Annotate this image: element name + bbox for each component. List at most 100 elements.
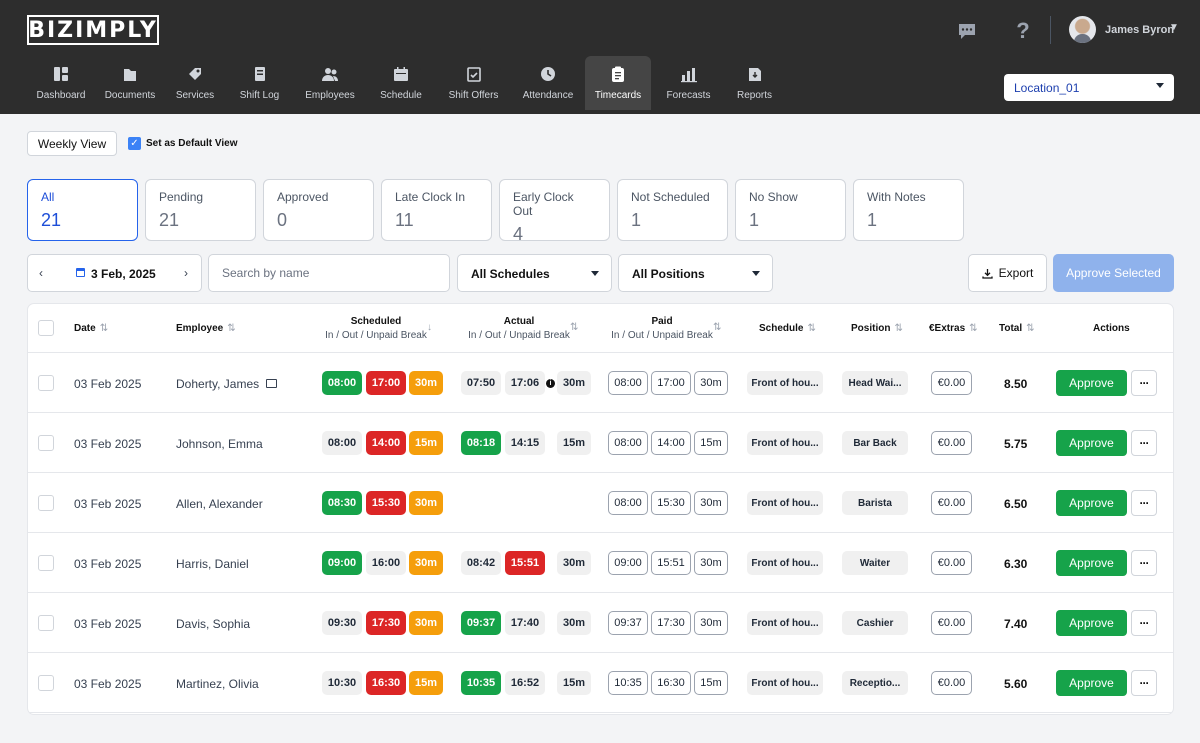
nav-item-label: Schedule [380, 90, 422, 101]
approve-button[interactable]: Approve [1056, 550, 1127, 576]
more-options-button[interactable]: ··· [1131, 430, 1157, 456]
status-card-early-clock-out[interactable]: Early Clock Out 4 [499, 179, 610, 244]
table-row[interactable]: 03 Feb 2025 Davis, Sophia 09:30 17:30 30m 09:… [28, 593, 1173, 653]
sort-down-icon[interactable]: ↓ [427, 322, 432, 333]
more-options-button[interactable]: ··· [1131, 670, 1157, 696]
more-options-button[interactable]: ··· [1131, 610, 1157, 636]
default-view-checkbox[interactable]: ✓ [128, 137, 141, 150]
status-card-all[interactable]: All 21 [27, 179, 138, 241]
actual-out: 16:52 [505, 671, 545, 695]
export-label: Export [998, 266, 1034, 280]
table-row[interactable]: 03 Feb 2025 Johnson, Emma 08:00 14:00 15m 08:… [28, 413, 1173, 473]
approve-selected-button[interactable]: Approve Selected [1053, 254, 1174, 292]
nav-item-timecards[interactable]: Timecards [585, 56, 651, 110]
approve-button[interactable]: Approve [1056, 370, 1127, 396]
header-scheduled[interactable]: Scheduled In / Out / Unpaid Break [325, 315, 427, 341]
total-hours: 5.75 [1004, 437, 1028, 451]
row-checkbox[interactable] [38, 555, 54, 571]
status-card-with-notes[interactable]: With Notes 1 [853, 179, 964, 241]
forecasts-icon [680, 68, 697, 83]
row-checkbox[interactable] [38, 675, 54, 691]
select-all-checkbox[interactable] [38, 320, 54, 336]
row-date: 03 Feb 2025 [74, 437, 142, 451]
status-card-label: Pending [159, 190, 204, 204]
nav-item-shift-log[interactable]: Shift Log [225, 56, 294, 110]
row-employee[interactable]: Doherty, James [176, 377, 260, 391]
help-icon[interactable]: ? [1016, 18, 1030, 43]
header-extras[interactable]: €Extras ⇅ [929, 322, 978, 334]
status-card-approved[interactable]: Approved 0 [263, 179, 374, 241]
nav-item-reports[interactable]: Reports [726, 56, 783, 110]
status-card-label: Approved [277, 190, 329, 204]
sort-icon[interactable]: ⇅ [570, 322, 579, 333]
more-options-button[interactable]: ··· [1131, 370, 1157, 396]
approve-button[interactable]: Approve [1056, 490, 1127, 516]
schedules-select[interactable]: All Schedules [457, 254, 612, 292]
date-picker[interactable]: ‹ 3 Feb, 2025 › [27, 254, 202, 292]
note-icon[interactable] [266, 379, 277, 388]
nav-item-forecasts[interactable]: Forecasts [651, 56, 726, 110]
nav-item-label: Attendance [522, 90, 574, 101]
status-card-count: 21 [159, 210, 180, 230]
scheduled-out: 17:30 [366, 611, 406, 635]
chevron-down-icon[interactable]: ▼ [1169, 22, 1179, 33]
approve-button[interactable]: Approve [1056, 610, 1127, 636]
header-position[interactable]: Position ⇅ [851, 322, 903, 334]
info-icon[interactable]: i [546, 379, 555, 388]
bizimply-logo[interactable]: BIZIMPLY [27, 15, 159, 45]
status-card-count: 1 [631, 210, 642, 230]
user-name[interactable]: James Byron [1105, 24, 1175, 36]
approve-button[interactable]: Approve [1056, 430, 1127, 456]
status-card-no-show[interactable]: No Show 1 [735, 179, 846, 241]
nav-item-documents[interactable]: Documents [95, 56, 165, 110]
actual-break: 15m [557, 431, 591, 455]
table-row[interactable]: 03 Feb 2025 Harris, Daniel 09:00 16:00 30m 08… [28, 533, 1173, 593]
more-options-button[interactable]: ··· [1131, 550, 1157, 576]
row-checkbox[interactable] [38, 615, 54, 631]
header-total[interactable]: Total ⇅ [999, 322, 1035, 334]
row-employee[interactable]: Johnson, Emma [176, 437, 263, 451]
export-button[interactable]: Export [968, 254, 1047, 292]
avatar[interactable] [1069, 16, 1096, 43]
row-employee[interactable]: Allen, Alexander [176, 497, 263, 511]
nav-item-employees[interactable]: Employees [294, 56, 366, 110]
search-input[interactable] [208, 254, 450, 292]
table-row[interactable]: 03 Feb 2025 Doherty, James 08:00 17:00 30m 07… [28, 353, 1173, 413]
nav-item-services[interactable]: Services [165, 56, 225, 110]
header-paid[interactable]: Paid In / Out / Unpaid Break [611, 315, 713, 341]
row-checkbox[interactable] [38, 375, 54, 391]
row-checkbox[interactable] [38, 435, 54, 451]
header-date[interactable]: Date ⇅ [74, 322, 109, 334]
scheduled-in: 10:30 [322, 671, 362, 695]
nav-item-schedule[interactable]: Schedule [366, 56, 436, 110]
row-employee[interactable]: Harris, Daniel [176, 557, 249, 571]
nav-item-dashboard[interactable]: Dashboard [27, 56, 95, 110]
more-options-button[interactable]: ··· [1131, 490, 1157, 516]
schedule-icon [394, 67, 408, 81]
header-schedule[interactable]: Schedule ⇅ [759, 322, 816, 334]
weekly-view-button[interactable]: Weekly View [27, 131, 117, 156]
paid-out: 15:30 [651, 491, 691, 515]
status-card-late-clock-in[interactable]: Late Clock In 11 [381, 179, 492, 241]
scheduled-break: 30m [409, 611, 443, 635]
status-card-not-scheduled[interactable]: Not Scheduled 1 [617, 179, 728, 241]
row-employee[interactable]: Martinez, Olivia [176, 677, 259, 691]
row-checkbox[interactable] [38, 495, 54, 511]
approve-button[interactable]: Approve [1056, 670, 1127, 696]
positions-select[interactable]: All Positions [618, 254, 773, 292]
chat-icon[interactable] [954, 18, 980, 44]
row-employee[interactable]: Davis, Sophia [176, 617, 251, 631]
chevron-right-icon[interactable]: › [184, 266, 188, 280]
header-actual[interactable]: Actual In / Out / Unpaid Break [468, 315, 570, 341]
header-employee[interactable]: Employee ⇅ [176, 322, 236, 334]
status-card-pending[interactable]: Pending 21 [145, 179, 256, 241]
sort-icon[interactable]: ⇅ [713, 322, 722, 333]
nav-item-attendance[interactable]: Attendance [511, 56, 585, 110]
table-row[interactable]: 03 Feb 2025 Martinez, Olivia 10:30 16:30 15m… [28, 653, 1173, 713]
nav-item-shift-offers[interactable]: Shift Offers [436, 56, 511, 110]
location-select[interactable]: Location_01 [1004, 74, 1174, 101]
paid-break: 30m [694, 491, 728, 515]
header-divider [28, 352, 1173, 353]
table-row[interactable]: 03 Feb 2025 Allen, Alexander 08:30 15:30 30m… [28, 473, 1173, 533]
chevron-left-icon[interactable]: ‹ [39, 266, 43, 280]
